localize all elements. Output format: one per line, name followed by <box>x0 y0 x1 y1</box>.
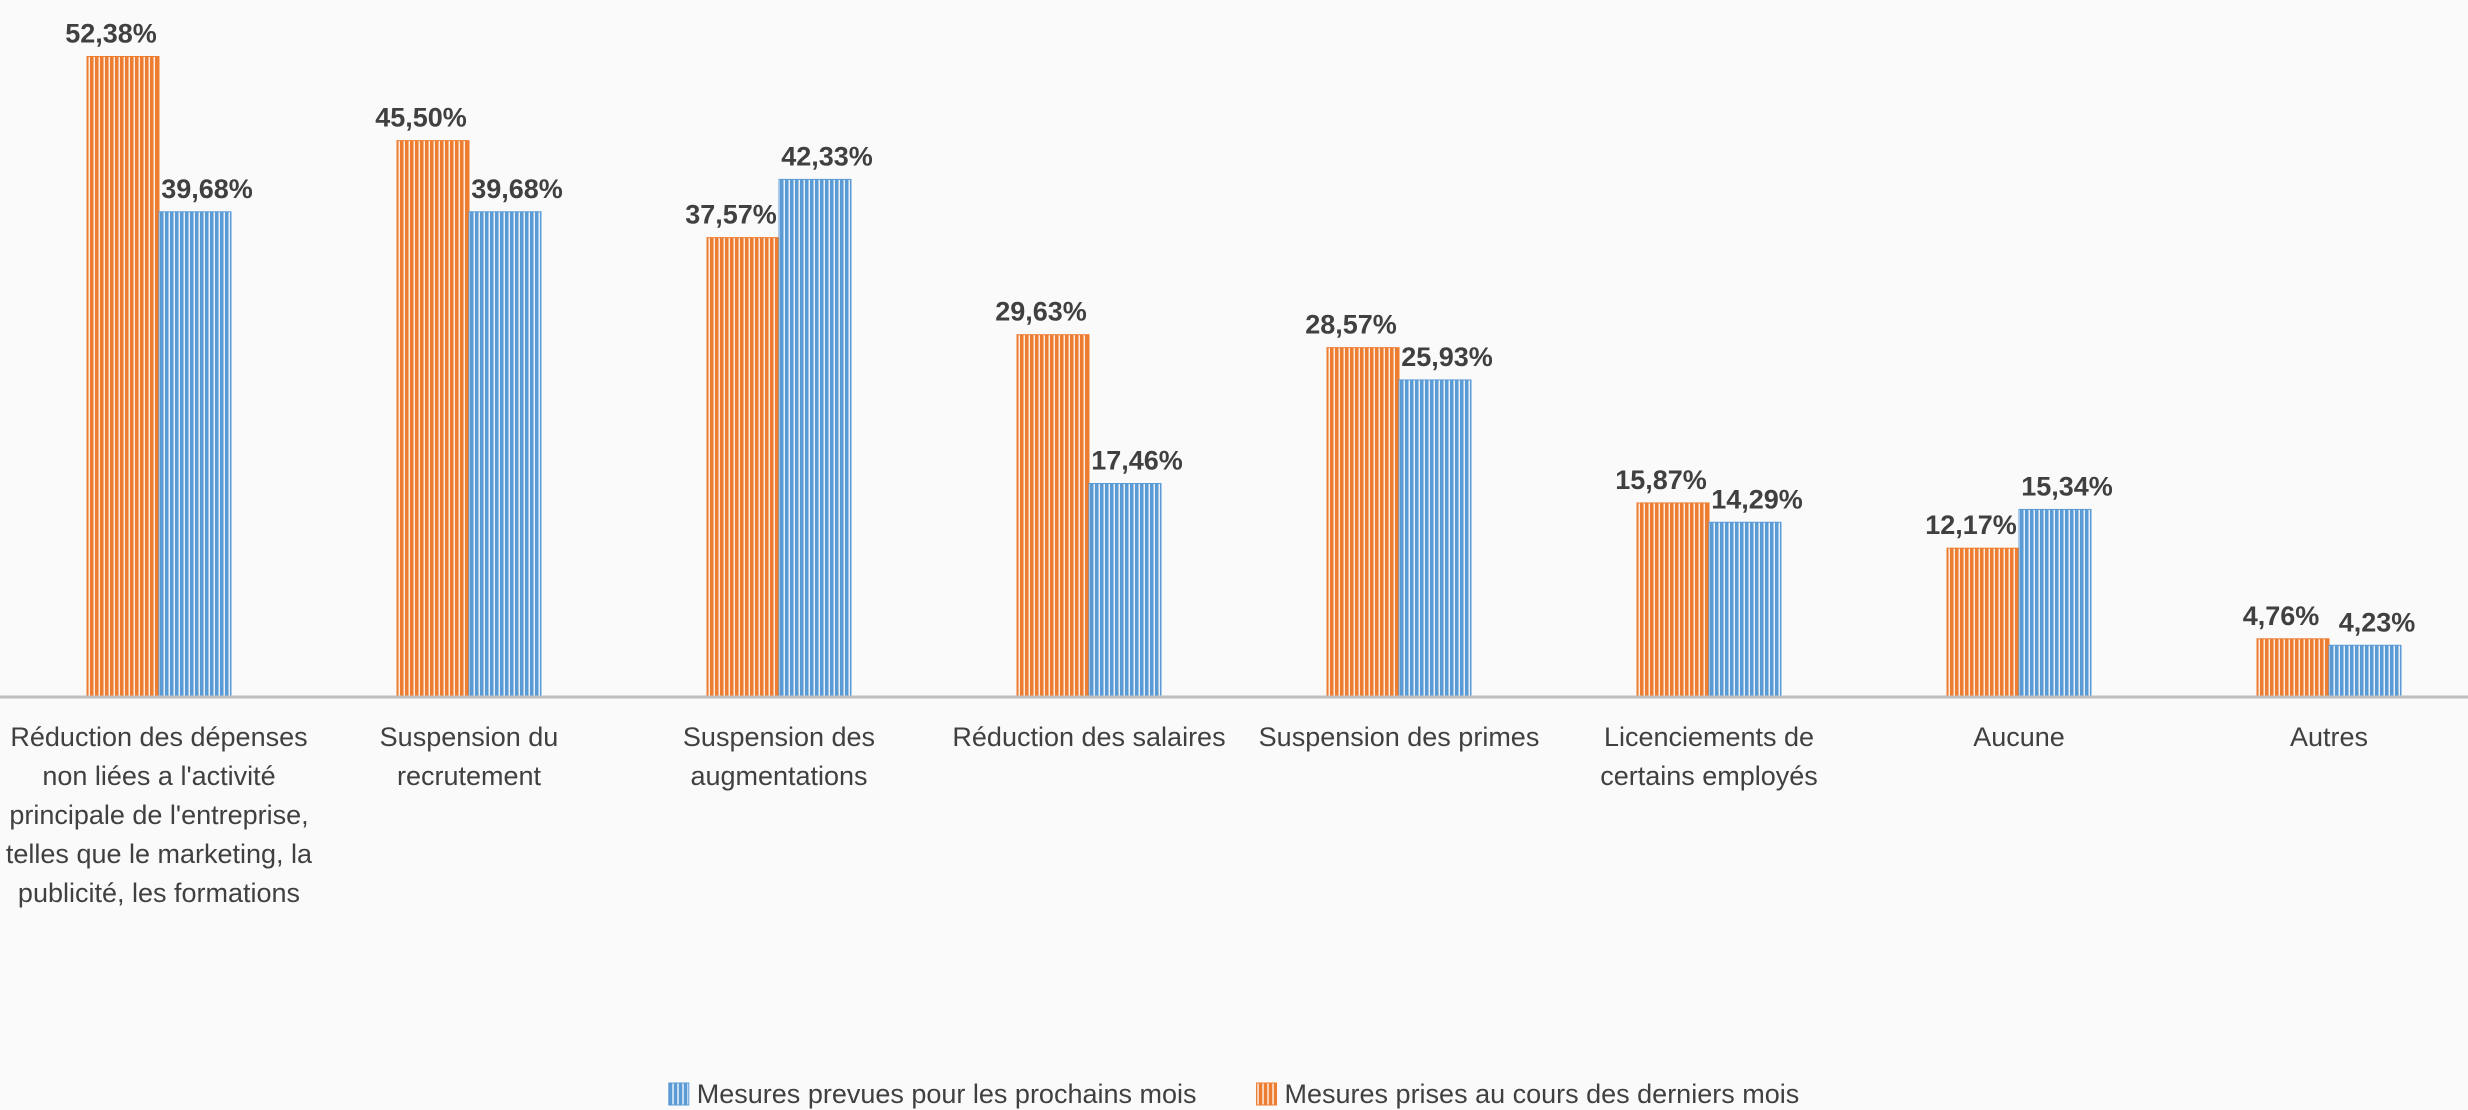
bar <box>2018 508 2092 698</box>
bar <box>1946 547 2020 698</box>
x-tick-label: Réduction des salaires <box>952 722 1226 752</box>
legend-swatch <box>1256 1082 1278 1106</box>
x-tick-label: Suspension du recrutement <box>379 722 559 791</box>
bar <box>396 140 470 698</box>
bar <box>158 211 232 698</box>
value-label: 4,76% <box>2243 601 2320 631</box>
bar <box>1708 521 1782 698</box>
value-label: 39,68% <box>471 174 563 204</box>
bar <box>1398 379 1472 698</box>
bar <box>778 178 852 698</box>
value-label: 15,34% <box>2021 471 2113 501</box>
bar <box>1088 482 1162 698</box>
x-tick-label: Suspension des augmentations <box>682 722 876 791</box>
bar <box>1016 334 1090 698</box>
bar <box>468 211 542 698</box>
bar <box>2328 644 2402 698</box>
bar <box>706 237 780 698</box>
value-label: 12,17% <box>1925 510 2017 540</box>
value-label: 25,93% <box>1401 342 1493 372</box>
value-label: 29,63% <box>995 297 1087 327</box>
bar <box>1636 502 1710 698</box>
value-label: 15,87% <box>1615 465 1707 495</box>
bar <box>86 55 160 698</box>
bar <box>2256 638 2330 698</box>
value-label: 39,68% <box>161 174 253 204</box>
legend-label: Mesures prises au cours des derniers moi… <box>1285 1079 1800 1109</box>
legend-label: Mesures prevues pour les prochains mois <box>697 1079 1197 1109</box>
value-label: 14,29% <box>1711 484 1803 514</box>
legend: Mesures prevues pour les prochains mois M… <box>668 1079 1800 1109</box>
value-label: 42,33% <box>781 141 873 171</box>
x-tick-label: Licenciements de certains employés <box>1600 722 1818 791</box>
x-tick-label: Suspension des primes <box>1258 722 1540 752</box>
value-label: 37,57% <box>685 200 777 230</box>
bar <box>1326 347 1400 698</box>
x-tick-label: Réduction des dépenses non liées a l'act… <box>5 722 313 908</box>
value-label: 45,50% <box>375 103 467 133</box>
value-label: 52,38% <box>65 18 157 48</box>
x-tick-label: Aucune <box>1973 722 2065 752</box>
value-label: 17,46% <box>1091 445 1183 475</box>
x-tick-label: Autres <box>2289 722 2369 752</box>
value-label: 28,57% <box>1305 310 1397 340</box>
legend-swatch <box>668 1082 690 1106</box>
value-label: 4,23% <box>2339 607 2416 637</box>
